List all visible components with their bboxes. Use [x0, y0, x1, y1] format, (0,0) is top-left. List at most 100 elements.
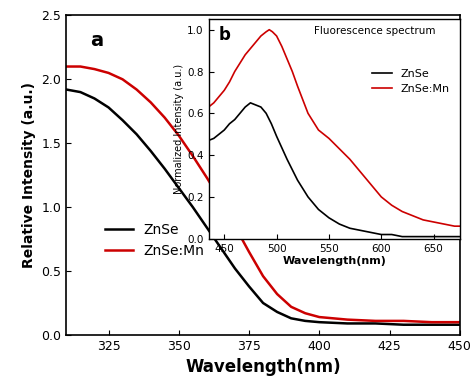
ZnSe:Mn: [232, 224, 238, 229]
ZnSe:Mn: [431, 220, 437, 224]
ZnSe:Mn: [258, 33, 264, 38]
ZnSe: [429, 322, 435, 327]
ZnSe:Mn: [284, 57, 290, 61]
ZnSe:Mn: [266, 27, 272, 32]
ZnSe: [218, 246, 224, 250]
ZnSe:Mn: [373, 318, 378, 323]
ZnSe:Mn: [290, 69, 295, 74]
ZnSe: [420, 234, 426, 239]
ZnSe:Mn: [106, 70, 111, 75]
ZnSe: [389, 232, 394, 237]
ZnSe: [274, 310, 280, 314]
ZnSe:Mn: [176, 133, 182, 138]
ZnSe:Mn: [274, 292, 280, 296]
Legend: ZnSe, ZnSe:Mn: ZnSe, ZnSe:Mn: [105, 223, 205, 258]
ZnSe: [457, 322, 463, 327]
ZnSe: [134, 132, 139, 137]
ZnSe:Mn: [253, 40, 258, 45]
ZnSe: [237, 111, 243, 116]
Text: b: b: [219, 26, 230, 44]
ZnSe:Mn: [206, 105, 211, 109]
Line: ZnSe: ZnSe: [209, 103, 460, 237]
ZnSe:Mn: [204, 176, 210, 180]
ZnSe:Mn: [378, 194, 384, 199]
ZnSe: [452, 234, 457, 239]
ZnSe:Mn: [279, 44, 285, 49]
ZnSe: [373, 321, 378, 326]
ZnSe: [295, 178, 301, 182]
ZnSe:Mn: [429, 320, 435, 325]
ZnSe: [258, 105, 264, 109]
ZnSe:Mn: [232, 69, 237, 74]
ZnSe: [120, 118, 126, 122]
ZnSe: [176, 186, 182, 190]
ZnSe:Mn: [357, 169, 363, 174]
ZnSe:Mn: [260, 274, 266, 278]
Line: ZnSe:Mn: ZnSe:Mn: [209, 30, 460, 226]
ZnSe: [378, 232, 384, 237]
ZnSe: [345, 321, 350, 326]
ZnSe: [401, 322, 406, 327]
ZnSe:Mn: [148, 100, 154, 105]
ZnSe:Mn: [274, 33, 280, 38]
ZnSe:Mn: [345, 317, 350, 322]
ZnSe:Mn: [270, 30, 275, 34]
ZnSe: [91, 96, 97, 101]
ZnSe: [316, 207, 321, 212]
ZnSe:Mn: [247, 46, 253, 51]
ZnSe: [64, 87, 69, 92]
ZnSe:Mn: [302, 311, 308, 316]
ZnSe:Mn: [263, 30, 269, 34]
ZnSe: [337, 222, 342, 226]
ZnSe: [410, 234, 416, 239]
ZnSe:Mn: [227, 80, 232, 84]
ZnSe: [288, 316, 294, 321]
ZnSe: [190, 205, 196, 209]
ZnSe:Mn: [295, 84, 301, 89]
ZnSe: [247, 100, 253, 105]
ZnSe: [204, 225, 210, 230]
ZnSe: [206, 138, 211, 143]
ZnSe: [260, 301, 266, 305]
ZnSe:Mn: [457, 224, 463, 228]
ZnSe: [242, 105, 248, 109]
ZnSe:Mn: [452, 224, 457, 228]
ZnSe:Mn: [221, 88, 227, 93]
ZnSe: [216, 132, 222, 137]
ZnSe:Mn: [400, 209, 405, 214]
ZnSe: [357, 228, 363, 233]
ZnSe:Mn: [410, 213, 416, 218]
ZnSe: [78, 90, 83, 94]
ZnSe:Mn: [401, 318, 406, 323]
ZnSe: [284, 157, 290, 162]
Line: ZnSe: ZnSe: [66, 90, 460, 325]
ZnSe: [326, 216, 332, 220]
ZnSe: [211, 136, 217, 141]
ZnSe: [268, 121, 274, 126]
ZnSe:Mn: [190, 154, 196, 158]
Text: Fluorescence spectrum: Fluorescence spectrum: [314, 26, 436, 36]
ZnSe:Mn: [337, 147, 342, 151]
ZnSe: [221, 128, 227, 132]
ZnSe: [162, 166, 167, 171]
ZnSe:Mn: [237, 61, 243, 65]
ZnSe: [232, 266, 238, 271]
ZnSe:Mn: [216, 94, 222, 99]
ZnSe: [232, 117, 237, 122]
ZnSe:Mn: [305, 111, 311, 116]
ZnSe:Mn: [246, 249, 252, 254]
X-axis label: Wavelength(nm): Wavelength(nm): [282, 256, 386, 266]
ZnSe:Mn: [420, 218, 426, 222]
ZnSe:Mn: [389, 203, 394, 208]
ZnSe:Mn: [317, 315, 322, 320]
ZnSe:Mn: [326, 136, 332, 141]
ZnSe:Mn: [457, 320, 463, 325]
Legend: ZnSe, ZnSe:Mn: ZnSe, ZnSe:Mn: [367, 64, 454, 99]
ZnSe: [347, 226, 353, 231]
X-axis label: Wavelength(nm): Wavelength(nm): [185, 358, 341, 377]
ZnSe:Mn: [242, 52, 248, 57]
ZnSe:Mn: [120, 77, 126, 82]
ZnSe: [148, 149, 154, 153]
ZnSe:Mn: [64, 64, 69, 69]
Y-axis label: Relative Intensity (a.u.): Relative Intensity (a.u.): [22, 82, 36, 268]
